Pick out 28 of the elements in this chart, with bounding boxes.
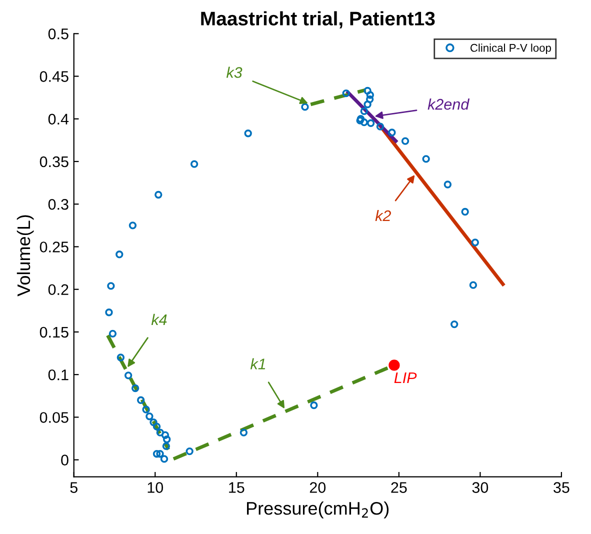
text: k1 [250,358,266,370]
x-axis-title: Pressure(cmH$_{2}$O) [247,502,389,518]
text: k3 [226,66,242,78]
y-tick-label: 0.25 [40,242,68,252]
legend-label: Clinical P-V loop [470,44,551,54]
y-tick-label: 0.3 [48,198,68,210]
x-tick-label: 15 [229,482,244,493]
y-tick-label: 0.2 [48,284,68,296]
x-tick-label: 5 [70,482,78,493]
y-tick-label: 0.15 [40,326,68,338]
text: k2 [375,210,391,222]
y-tick-label: 0.35 [40,156,68,168]
legend-label: k2end [428,98,470,110]
y-tick-label: 0.4 [48,114,69,125]
x-tick-label: 25 [391,482,407,493]
chart-title: Maastricht trial, Patient13 [201,11,435,28]
y-tick-label: 0 [61,454,68,466]
x-tick-label: 10 [148,482,164,493]
y-tick-label: 0.5 [48,28,68,40]
y-axis-title: Volume(L) [16,215,34,296]
x-tick-label: 35 [554,482,570,493]
series-label: LIP [394,372,417,384]
y-tick-label: 0.05 [40,412,68,423]
x-tick-label: 20 [310,482,326,493]
x-tick-label: 30 [472,482,488,493]
y-tick-label: 0.1 [48,369,68,380]
text: k4 [151,314,167,325]
y-tick-label: 0.45 [40,71,68,82]
